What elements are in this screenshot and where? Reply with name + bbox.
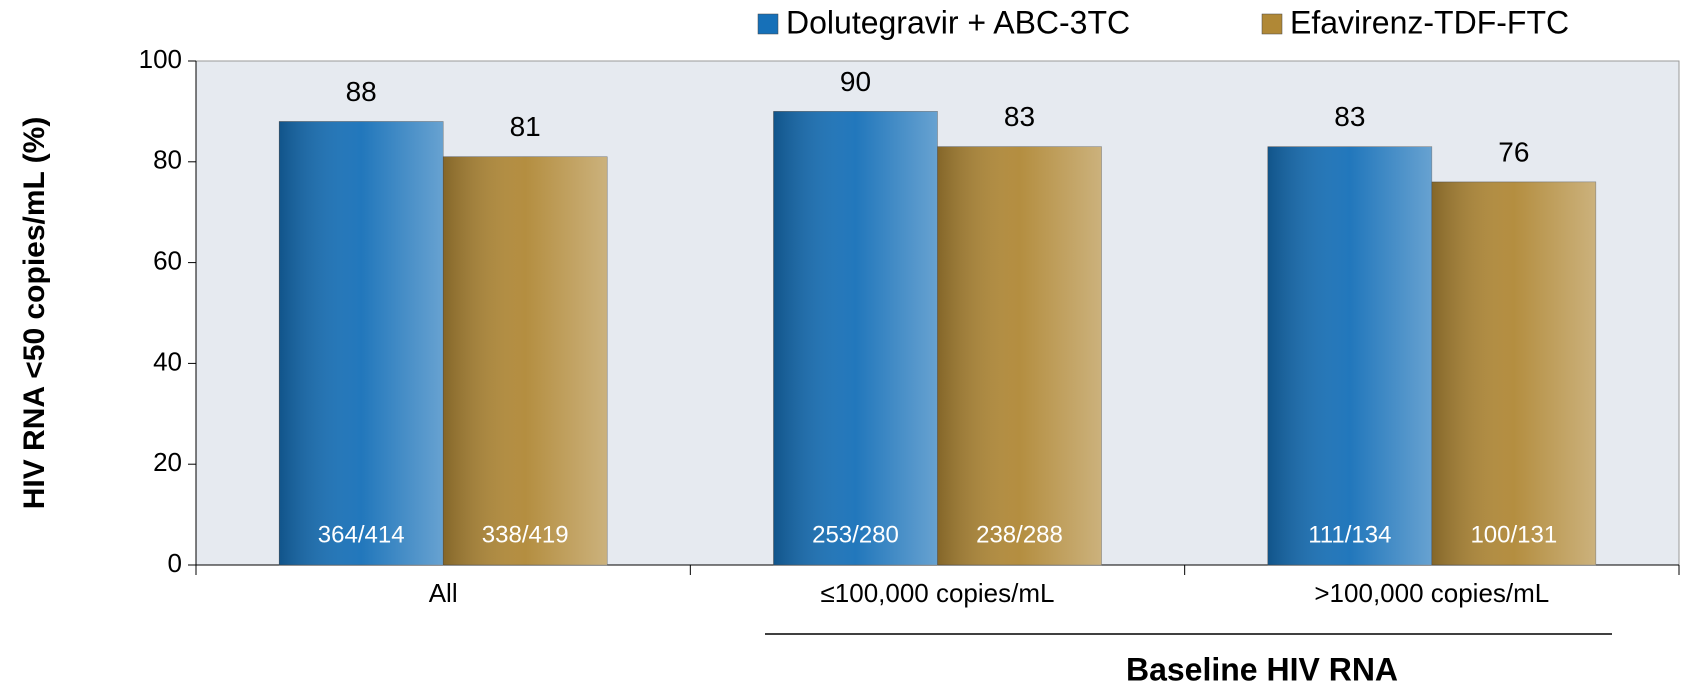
x-tick-label: All (429, 578, 458, 608)
y-tick-label: 20 (153, 447, 182, 477)
count-label: 111/134 (1308, 521, 1391, 548)
count-label: 253/280 (812, 521, 899, 548)
y-tick-label: 80 (153, 145, 182, 175)
value-label: 83 (1004, 101, 1035, 132)
y-tick-label: 60 (153, 245, 182, 275)
y-axis-label: HIV RNA <50 copies/mL (%) (18, 117, 51, 510)
bar-shade (443, 156, 608, 565)
x-axis-label: Baseline HIV RNA (1126, 651, 1398, 686)
value-label: 83 (1334, 101, 1365, 132)
bar-shade (937, 146, 1102, 565)
y-tick-label: 0 (168, 548, 182, 578)
value-label: 76 (1498, 136, 1529, 167)
legend-label: Efavirenz-TDF-FTC (1290, 4, 1569, 40)
bar-shade (1431, 181, 1596, 565)
x-tick-label: >100,000 copies/mL (1314, 578, 1549, 608)
count-label: 364/414 (318, 521, 405, 548)
x-tick-label: ≤100,000 copies/mL (821, 578, 1055, 608)
bar-shade (773, 111, 938, 566)
count-label: 338/419 (482, 521, 569, 548)
count-label: 238/288 (976, 521, 1063, 548)
legend-swatch (1261, 13, 1283, 35)
count-label: 100/131 (1470, 521, 1557, 548)
bar-shade (1267, 146, 1432, 565)
bar-shade (279, 121, 444, 565)
legend-label: Dolutegravir + ABC-3TC (786, 4, 1130, 40)
y-tick-label: 40 (153, 346, 182, 376)
value-label: 90 (840, 66, 871, 97)
y-tick-label: 100 (139, 44, 182, 74)
value-label: 88 (346, 76, 377, 107)
legend-swatch (757, 13, 779, 35)
value-label: 81 (510, 111, 541, 142)
